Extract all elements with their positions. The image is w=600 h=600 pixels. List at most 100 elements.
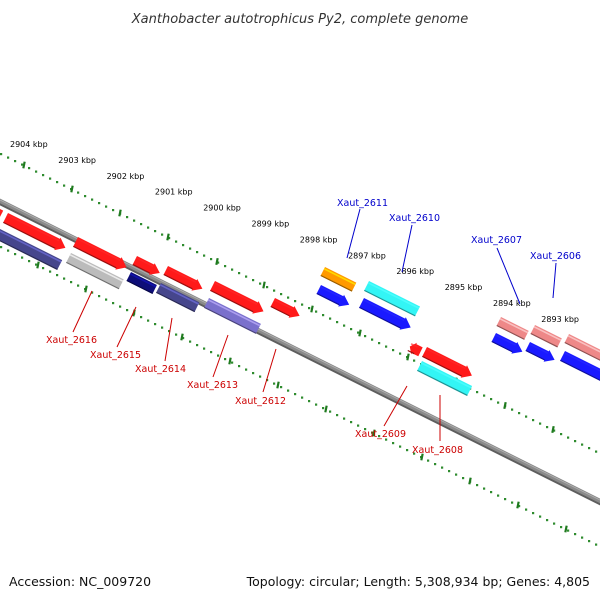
scale-dot — [245, 368, 248, 371]
scale-dot — [49, 177, 52, 180]
scale-tick — [468, 477, 472, 485]
scale-tick — [84, 285, 88, 293]
gene-shadow — [407, 349, 415, 355]
gene-label: Xaut_2607 — [471, 235, 522, 246]
scale-dot — [287, 389, 290, 392]
scale-dot — [329, 410, 332, 413]
gene-label: Xaut_2606 — [530, 251, 581, 262]
scale-dot — [357, 331, 360, 334]
scale-dot — [161, 233, 164, 236]
label-leader-lines — [72, 208, 557, 441]
scale-dot — [364, 428, 367, 431]
scale-dot — [574, 440, 577, 443]
gene-features — [0, 209, 600, 396]
scale-dot — [280, 293, 283, 296]
scale-label: 2893 kbp — [541, 315, 579, 324]
scale-dot — [497, 494, 500, 497]
leader-line — [72, 290, 93, 333]
scale-dot — [574, 533, 577, 536]
gene-highlight — [273, 299, 294, 310]
gene-arrow — [530, 325, 562, 348]
scale-dot — [581, 443, 584, 446]
scale-tick — [503, 401, 507, 410]
scale-dot — [252, 279, 255, 282]
gene-shadow — [320, 274, 353, 292]
scale-dot — [539, 422, 542, 425]
scale-dot — [238, 365, 241, 368]
scale-dot — [77, 191, 80, 194]
scale-dot — [588, 447, 591, 450]
gene-highlight — [533, 326, 562, 341]
scale-dot — [301, 396, 304, 399]
gene-arrow — [560, 351, 600, 381]
scale-dot — [406, 449, 409, 452]
scale-dot — [7, 156, 10, 159]
scale-dot — [392, 349, 395, 352]
gene-shadow — [491, 340, 513, 353]
leader-line — [401, 224, 413, 273]
gene-shadow — [359, 306, 401, 329]
scale-dot — [210, 258, 213, 261]
gene-highlight — [135, 257, 154, 267]
gene-label: Xaut_2609 — [355, 429, 406, 440]
scale-dot — [259, 375, 262, 378]
scale-dot — [161, 326, 164, 329]
scale-dot — [546, 519, 549, 522]
scale-tick — [22, 161, 26, 169]
scale-labels: 2904 kbp 2903 kbp 2902 kbp 2901 kbp 2900 kbp… — [10, 140, 579, 324]
scale-dot — [217, 354, 220, 357]
scale-tick — [118, 209, 122, 217]
scale-dot — [70, 281, 73, 284]
gene-arrow — [163, 266, 203, 291]
scale-dot — [322, 314, 325, 317]
scale-dot — [525, 415, 528, 418]
scale-dot — [126, 309, 129, 312]
scale-tick — [276, 381, 280, 389]
scale-tick — [358, 329, 362, 337]
gene-highlight — [499, 318, 529, 334]
scale-dot — [490, 491, 493, 494]
scale-dot — [273, 382, 276, 385]
scale-dot — [595, 450, 598, 453]
scale-label: 2894 kbp — [493, 299, 531, 308]
scale-dot — [378, 435, 381, 438]
gene-label: Xaut_2615 — [90, 350, 141, 361]
scale-dot — [343, 417, 346, 420]
gene-shadow — [530, 332, 558, 348]
scale-dot — [399, 445, 402, 448]
scale-dot — [182, 337, 185, 340]
scale-label: 2901 kbp — [155, 188, 193, 197]
gene-arrow — [359, 298, 411, 330]
gene-shadow — [0, 240, 58, 271]
scale-dot — [224, 358, 227, 361]
scale-tick — [70, 185, 74, 193]
scale-dot — [462, 477, 465, 480]
scale-dot — [224, 265, 227, 268]
scale-dot — [476, 391, 479, 394]
scale-dot — [77, 284, 80, 287]
scale-tick — [180, 333, 184, 341]
scale-dot — [427, 459, 430, 462]
scale-dot — [364, 335, 367, 338]
gene-highlight — [129, 273, 157, 288]
scale-tick — [420, 453, 424, 461]
gene-highlight — [323, 268, 356, 286]
scale-dot — [581, 536, 584, 539]
scale-dot — [315, 403, 318, 406]
scale-dot — [385, 345, 388, 348]
scale-dot — [154, 323, 157, 326]
scale-dot — [315, 310, 318, 313]
scale-dot — [182, 244, 185, 247]
leader-line — [552, 262, 557, 299]
gene-highlight — [420, 362, 472, 389]
scale-dot — [532, 512, 535, 515]
gene-shadow — [316, 292, 340, 306]
gene-shadow — [564, 341, 600, 361]
scale-dot — [105, 205, 108, 208]
scale-label: 2900 kbp — [203, 204, 241, 213]
inner-scale-track — [0, 246, 598, 546]
scale-dot — [371, 338, 374, 341]
scale-dot — [483, 394, 486, 397]
scale-dot — [280, 386, 283, 389]
